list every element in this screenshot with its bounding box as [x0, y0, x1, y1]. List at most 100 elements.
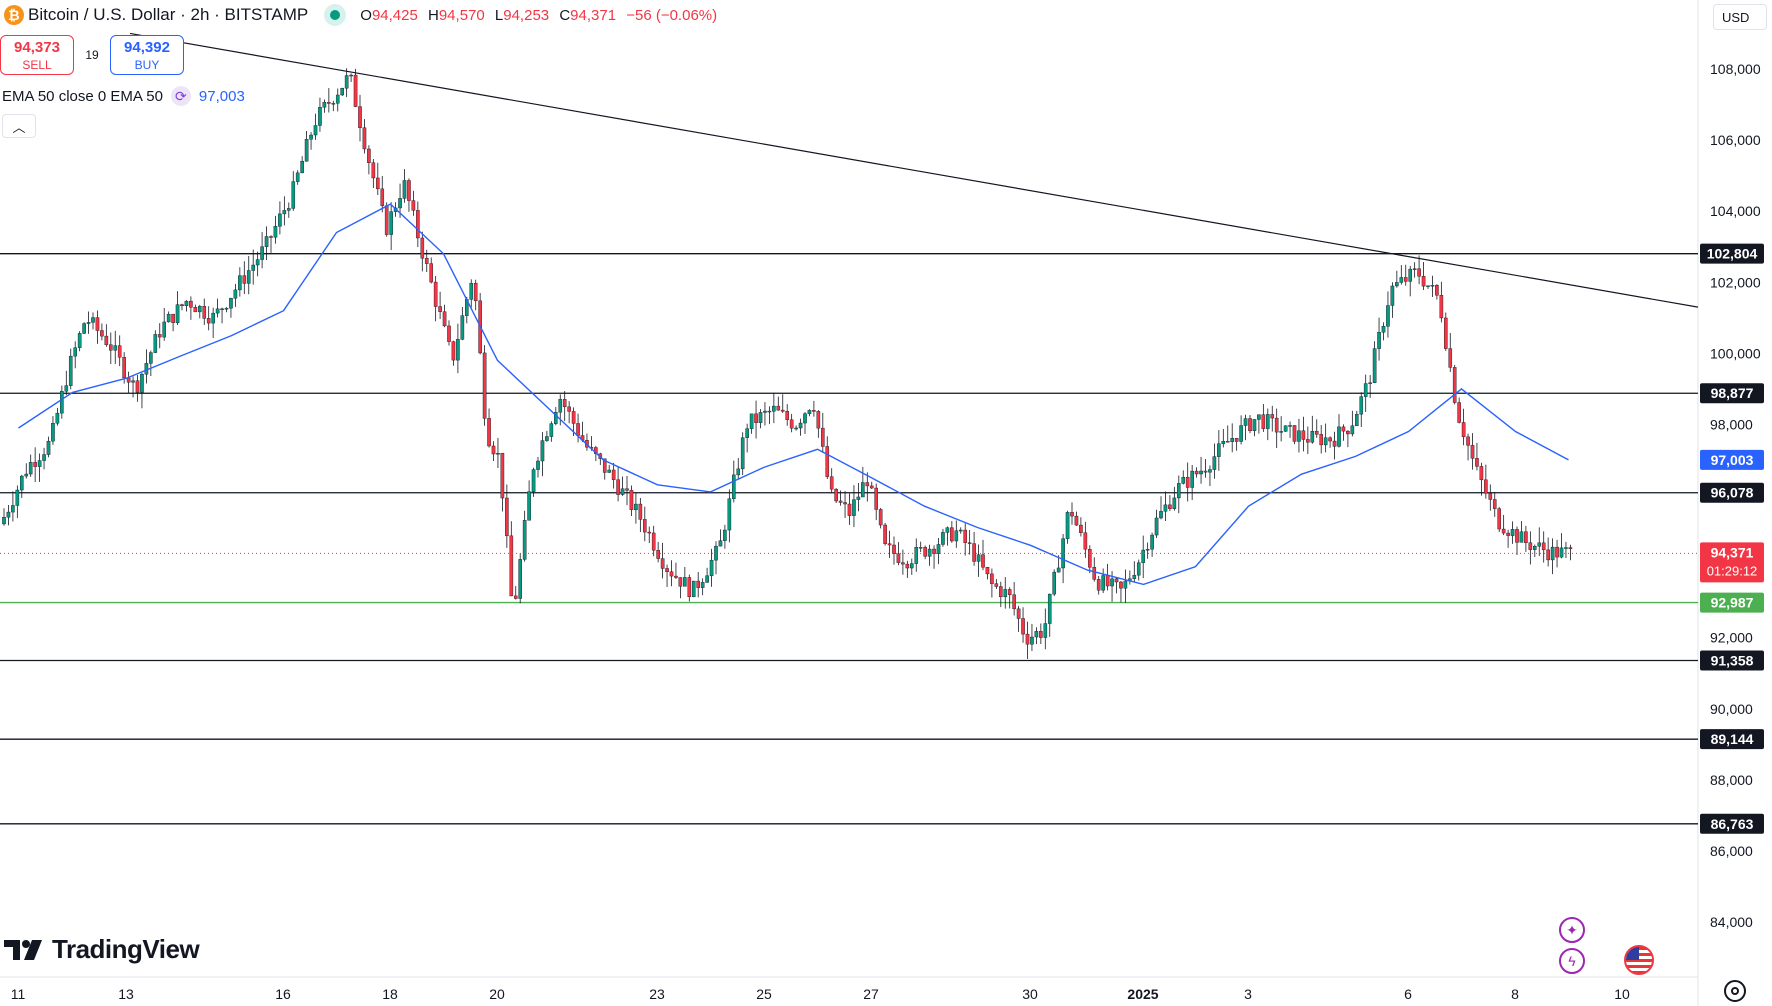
candle [856, 482, 861, 512]
candle-body [1412, 268, 1417, 270]
candle-body [384, 205, 389, 235]
candle [536, 456, 540, 478]
refresh-icon[interactable]: ⟳ [170, 86, 191, 106]
collapse-legend-button[interactable]: ︿ [2, 114, 36, 138]
candle-body [901, 562, 905, 565]
chart-header: ₿ Bitcoin / U.S. Dollar · 2h · BITSTAMP … [0, 0, 723, 30]
candle [424, 249, 429, 273]
candle [651, 525, 656, 557]
candle [1176, 475, 1181, 514]
tradingview-logo[interactable]: TradingView [4, 934, 200, 965]
candle [1310, 415, 1315, 444]
candle-body [1234, 438, 1239, 442]
candle [852, 485, 856, 528]
candle-body [420, 237, 425, 259]
candle [1408, 265, 1412, 297]
candle-body [727, 498, 732, 531]
candle [1297, 418, 1301, 453]
ema-legend[interactable]: EMA 50 close 0 EMA 50 ⟳ 97,003 [2, 86, 245, 106]
candle-body [1132, 574, 1137, 579]
candle [700, 578, 705, 596]
candle [300, 156, 304, 174]
last-price-bg [1700, 542, 1764, 583]
candle-body [905, 563, 910, 569]
candle-body [309, 134, 313, 140]
candle [278, 201, 282, 235]
candle [1181, 470, 1186, 485]
candle-body [838, 500, 843, 503]
level-price-label: 92,987 [1711, 595, 1754, 611]
market-open-icon[interactable] [324, 4, 347, 26]
candle [442, 304, 447, 328]
candle [789, 413, 794, 433]
candle [972, 531, 976, 566]
candle [1537, 527, 1542, 557]
candle-body [843, 502, 847, 505]
candle [1007, 587, 1012, 609]
candle [82, 322, 86, 335]
sell-button[interactable]: 94,373 SELL [0, 35, 74, 75]
sparkle-icon[interactable]: ✦ [1559, 917, 1585, 943]
candle [473, 279, 478, 311]
candle [15, 485, 20, 518]
candle [73, 341, 77, 369]
candle-body [1119, 581, 1123, 589]
candle [1230, 423, 1234, 453]
candle-body [505, 497, 509, 537]
candle [540, 432, 545, 477]
candle-body [171, 313, 175, 323]
candle [1159, 496, 1163, 520]
candle [616, 467, 620, 502]
candle-body [1390, 285, 1395, 306]
candle-body [304, 139, 309, 162]
candle-body [798, 422, 803, 429]
buy-button[interactable]: 94,392 BUY [110, 35, 184, 75]
candle [1354, 410, 1359, 427]
candle [353, 68, 358, 108]
candle-body [1194, 470, 1199, 475]
candle-body [1354, 413, 1359, 427]
candle [1403, 264, 1408, 286]
candle [491, 441, 496, 461]
candle [740, 432, 745, 476]
candle-body [344, 75, 349, 89]
candle [1123, 569, 1128, 603]
level-price-label: 96,078 [1711, 485, 1754, 501]
candle-body [625, 488, 629, 491]
us-flag-icon[interactable] [1624, 945, 1654, 975]
candle-body [918, 547, 923, 549]
level-price-label: 89,144 [1711, 731, 1754, 747]
candle [64, 370, 69, 396]
candle-body [20, 475, 24, 491]
candle-body [1448, 348, 1453, 368]
candle-body [554, 412, 558, 424]
candle [567, 401, 571, 424]
candle-body [660, 558, 665, 569]
candle-body [1568, 547, 1573, 549]
candle [647, 526, 652, 544]
candle [86, 311, 91, 334]
candle [803, 412, 807, 435]
candle [522, 510, 527, 562]
candle [1381, 322, 1386, 341]
candle-body [255, 259, 260, 266]
candle-body [282, 210, 287, 215]
candle-body [1203, 470, 1208, 473]
y-tick-label: 102,000 [1710, 274, 1761, 290]
candle [585, 433, 589, 451]
candle [1003, 577, 1008, 609]
candle [1524, 525, 1528, 552]
candle-body [643, 519, 647, 533]
symbol-title[interactable]: Bitcoin / U.S. Dollar · 2h · BITSTAMP [28, 5, 309, 24]
lightning-icon[interactable]: ϟ [1559, 948, 1585, 974]
candle [1328, 436, 1332, 448]
candle-body [447, 325, 451, 342]
candle [794, 425, 798, 431]
candle-body [1381, 326, 1386, 333]
candle [1528, 531, 1533, 565]
currency-select[interactable]: USD [1713, 4, 1767, 30]
candle-body [487, 418, 491, 447]
candle-body [135, 380, 140, 393]
gear-icon[interactable] [1724, 980, 1746, 1002]
